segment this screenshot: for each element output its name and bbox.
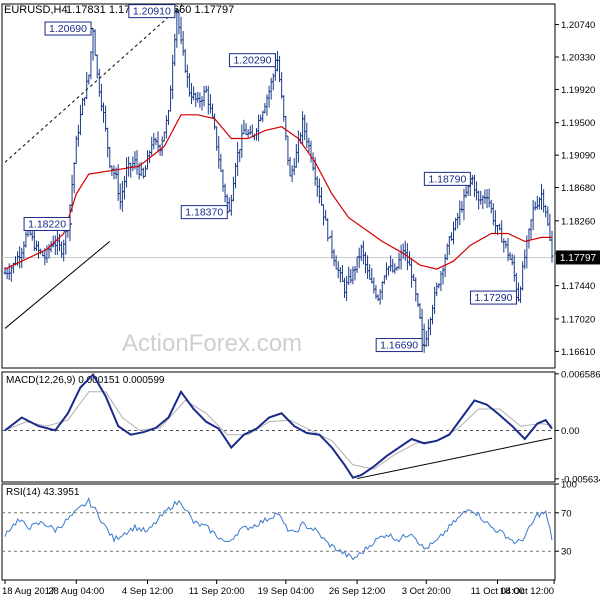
rsi-ytick-label: 30 xyxy=(561,547,572,558)
pivot-labels: 1.20690 1.20910 1.20290 1.18220 1.18370 1.187… xyxy=(23,4,519,353)
x-tick-label: 18 Aug 2017 xyxy=(2,586,55,597)
macd-frame xyxy=(1,371,556,483)
macd-title: MACD(12,26,9) 0.000151 0.000599 xyxy=(6,375,165,386)
price-ytick-label: 1.19090 xyxy=(561,151,595,162)
watermark: ActionForex.com xyxy=(122,330,302,357)
macd-ytick-label: 0.00 xyxy=(561,426,580,437)
macd-y-axis: 0.006586 0.00 -0.005634 xyxy=(555,369,600,485)
macd-ytick-label: -0.005634 xyxy=(561,474,600,485)
panel-frames xyxy=(1,3,556,581)
pivot-label: 1.17290 xyxy=(474,292,512,304)
trendline-1 xyxy=(4,241,111,329)
moving-average-line xyxy=(4,114,552,270)
pivot-box xyxy=(375,338,423,353)
macd-line xyxy=(4,372,553,479)
rsi-y-axis: 100 70 30 xyxy=(555,480,577,558)
price-y-axis: 1.20740 1.20330 1.19920 1.19500 1.19090 1.186… xyxy=(555,20,595,358)
x-tick-label: 3 Oct 20:00 xyxy=(402,586,451,597)
pivot-label: 1.16690 xyxy=(380,340,418,352)
macd-series xyxy=(4,372,553,480)
price-header-symbol: EURUSD,H4 xyxy=(4,4,68,16)
price-ytick-label: 1.18260 xyxy=(561,216,595,227)
pivot-box xyxy=(180,205,228,220)
price-ytick-label: 1.17020 xyxy=(561,314,595,325)
price-ytick-label: 1.16610 xyxy=(561,347,595,358)
rsi-ytick-label: 100 xyxy=(561,480,577,491)
x-tick-label: 19 Sep 04:00 xyxy=(258,586,315,597)
pivot-box xyxy=(423,171,471,186)
price-ytick-label: 1.17440 xyxy=(561,281,595,292)
x-tick-label: 11 Sep 20:00 xyxy=(189,586,245,597)
current-price-label: 1.17797 xyxy=(560,253,597,264)
pivot-label: 1.20690 xyxy=(49,23,87,35)
x-tick-label: 11 Oct 04:00 xyxy=(471,586,525,597)
rsi-line xyxy=(4,497,553,561)
pivot-box xyxy=(128,4,176,19)
pivot-box xyxy=(44,21,92,36)
macd-signal-line xyxy=(4,391,553,470)
x-tick-label: 26 Sep 12:00 xyxy=(329,586,386,597)
x-tick-label: 4 Sep 12:00 xyxy=(122,586,173,597)
price-ytick-label: 1.19500 xyxy=(561,118,595,129)
current-price-box xyxy=(556,250,600,265)
rsi-title: RSI(14) 43.3951 xyxy=(6,487,80,498)
current-price: 1.17797 xyxy=(556,250,600,265)
rsi-frame xyxy=(1,483,556,581)
trendline-0 xyxy=(4,3,184,163)
macd-trendline xyxy=(356,437,553,480)
moving-average-line xyxy=(4,114,552,270)
price-ytick-label: 1.20330 xyxy=(561,53,595,64)
pivot-label: 1.18220 xyxy=(28,218,66,230)
rsi-gridlines xyxy=(2,512,555,552)
pivot-box xyxy=(23,216,71,231)
x-tick-label: 18 Oct 12:00 xyxy=(500,586,554,597)
pivot-label: 1.18370 xyxy=(185,207,223,219)
pivot-box xyxy=(228,53,276,68)
pivot-label: 1.18790 xyxy=(428,173,466,185)
price-ytick-label: 1.20740 xyxy=(561,20,595,31)
rsi-series xyxy=(4,497,553,561)
rsi-ytick-label: 70 xyxy=(561,508,572,519)
price-frame xyxy=(1,3,556,369)
price-trendlines xyxy=(4,3,184,329)
price-ytick-label: 1.18680 xyxy=(561,183,595,194)
pivot-box xyxy=(469,290,517,305)
pivot-label: 1.20910 xyxy=(133,6,171,18)
macd-ytick-label: 0.006586 xyxy=(561,369,600,380)
pivot-label: 1.20290 xyxy=(233,55,271,67)
price-ytick-label: 1.19920 xyxy=(561,85,595,96)
x-tick-label: 28 Aug 04:00 xyxy=(48,586,104,597)
